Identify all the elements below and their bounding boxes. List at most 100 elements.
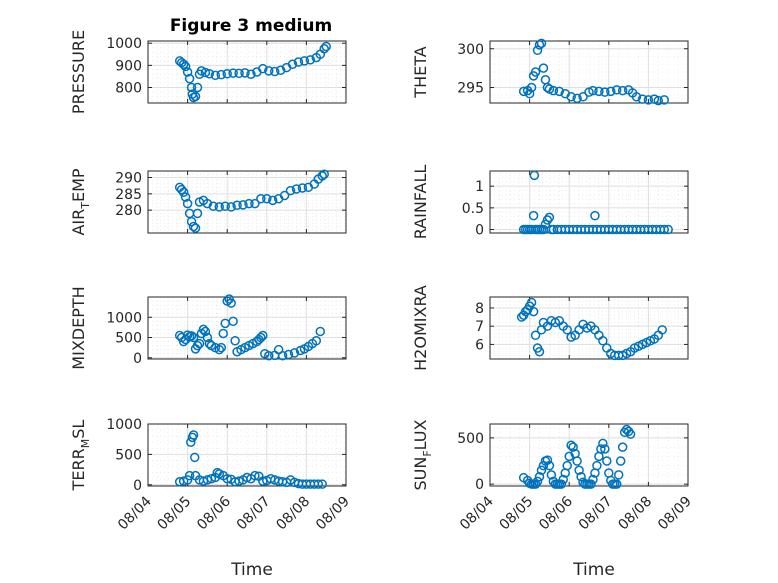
x-axis-label: Time [572,560,615,580]
data-point [240,68,250,78]
data-point [200,67,211,78]
data-point [305,55,316,65]
data-point [529,170,540,181]
data-point [532,476,543,487]
y-tick-label: 0 [133,478,142,494]
data-point [613,470,624,480]
y-tick-label: 295 [457,81,484,97]
data-point [250,470,260,481]
data-point [578,92,588,102]
data-point [293,57,304,67]
data-point [220,201,230,211]
subplot-sun-flux: 0 500 08/04 08/05 08/06 08/07 08/08 08/09 Time SU… [411,419,695,580]
plot-area [489,423,689,487]
y-tick-label: 1000 [106,310,142,326]
data-point [180,192,191,202]
data-point [264,351,274,361]
plot-area [489,170,689,234]
data-point [598,336,608,346]
subplot-theta: 295 300 THETA [411,38,689,106]
data-point [234,68,244,79]
data-point [200,326,211,337]
data-point [586,479,596,489]
data-point [256,193,266,204]
y-tick-label: 0.5 [462,201,484,217]
data-point [572,93,582,104]
data-point [216,69,227,80]
data-point [524,88,535,99]
data-point [244,198,254,209]
data-point [208,201,219,211]
data-point [232,200,242,211]
data-point [190,223,201,233]
y-tick-label: 500 [457,431,484,447]
y-tick-label: 800 [115,81,142,97]
x-tick-label: 08/08 [273,494,313,534]
data-point [230,336,240,346]
x-tick-label: 08/06 [536,493,576,533]
data-point [546,470,557,480]
data-point [297,183,308,193]
data-point [637,94,648,104]
data-point [548,85,559,96]
data-point [319,169,329,180]
data-point [189,452,200,463]
y-tick-label: 8 [475,301,484,317]
data-point [289,348,300,358]
y-tick-label: 1000 [106,417,142,433]
y-tick-label: 0 [475,477,484,493]
data-point [258,63,268,74]
data-point [615,456,626,466]
data-point [262,193,272,204]
x-tick-label: 08/07 [234,494,274,534]
data-point [606,86,616,97]
data-point [218,328,228,339]
y-tick-label: 0 [133,351,142,367]
data-point [186,82,197,93]
y-axis-label: THETA [411,46,430,98]
x-tick-label: 08/05 [497,494,537,534]
y-tick-label: 290 [115,171,142,187]
data-point [246,69,256,79]
y-tick-label: 7 [475,319,484,335]
y-tick-label: 1000 [106,36,142,52]
data-point [611,479,622,489]
subplot-rainfall: 0 0.5 1 RAINFALL [411,165,689,239]
data-point [279,190,290,201]
data-point [643,95,654,105]
data-point [538,63,549,73]
data-point [204,69,215,79]
data-point [558,474,569,485]
data-point [536,38,547,49]
data-point [659,95,669,105]
x-tick-label: 08/09 [655,494,695,534]
data-point [600,87,610,97]
data-point [540,219,551,230]
data-point [319,44,329,54]
data-point [214,202,225,212]
data-point [256,332,266,343]
data-point [267,195,278,206]
data-point [617,85,628,96]
data-point [590,210,600,221]
data-point [572,456,582,466]
data-point [178,59,189,69]
data-point [184,470,195,481]
data-point [178,476,189,486]
data-point [192,82,203,93]
data-point [206,473,217,484]
x-tick-label: 08/06 [194,493,234,533]
data-point [198,324,209,335]
y-axis-label: H2OMIXRA [411,285,430,371]
y-tick-label: 1 [475,179,484,195]
data-point [317,171,327,181]
data-point [291,184,302,194]
data-point [534,40,545,50]
axes-frame [147,296,347,360]
data-point [317,479,327,489]
data-point [178,187,189,197]
x-tick-label: 08/04 [457,493,497,533]
data-point [600,444,610,454]
data-point [588,474,598,485]
